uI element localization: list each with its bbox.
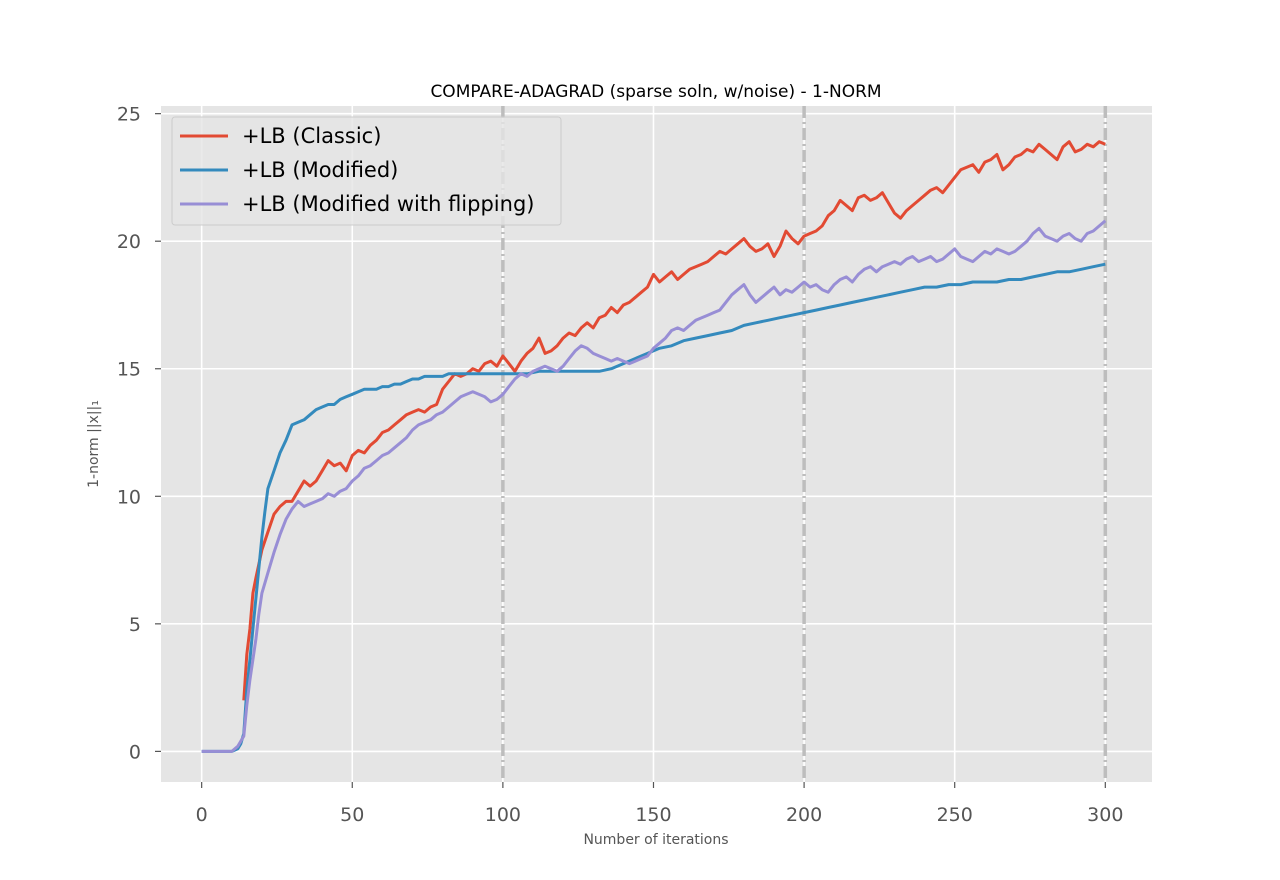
legend-box [171,116,562,226]
y-tick-label: 15 [117,359,141,381]
series-line-2 [201,219,1107,753]
y-tick-label: 25 [117,104,141,126]
series-lines [201,140,1107,753]
x-tick-label: 50 [340,804,364,826]
chart-title: COMPARE-ADAGRAD (sparse soln, w/noise) -… [430,82,881,102]
y-tick-label: 5 [129,614,141,636]
x-tick-label: 0 [196,804,208,826]
y-axis-ticks: 0 5 10 15 20 25 [117,104,161,763]
y-tick-label: 20 [117,231,141,253]
x-tick-label: 300 [1087,804,1123,826]
y-axis-title: 1-norm ||x||₁ [86,400,102,488]
x-axis-title: Number of iterations [583,832,728,848]
x-tick-label: 200 [786,804,822,826]
legend-label-classic: +LB (Classic) [242,124,381,148]
series-line-0 [242,140,1106,701]
x-axis-ticks: 0 50 100 150 200 250 300 [196,782,1123,826]
legend: +LB (Classic) +LB (Modified) +LB (Modifi… [171,116,562,226]
legend-label-flipping: +LB (Modified with flipping) [242,192,534,216]
x-tick-label: 250 [937,804,973,826]
x-tick-label: 100 [485,804,521,826]
y-tick-label: 0 [129,741,141,763]
x-tick-label: 150 [635,804,671,826]
y-tick-label: 10 [117,486,141,508]
series-line-1 [201,262,1106,753]
legend-label-modified: +LB (Modified) [242,158,398,182]
